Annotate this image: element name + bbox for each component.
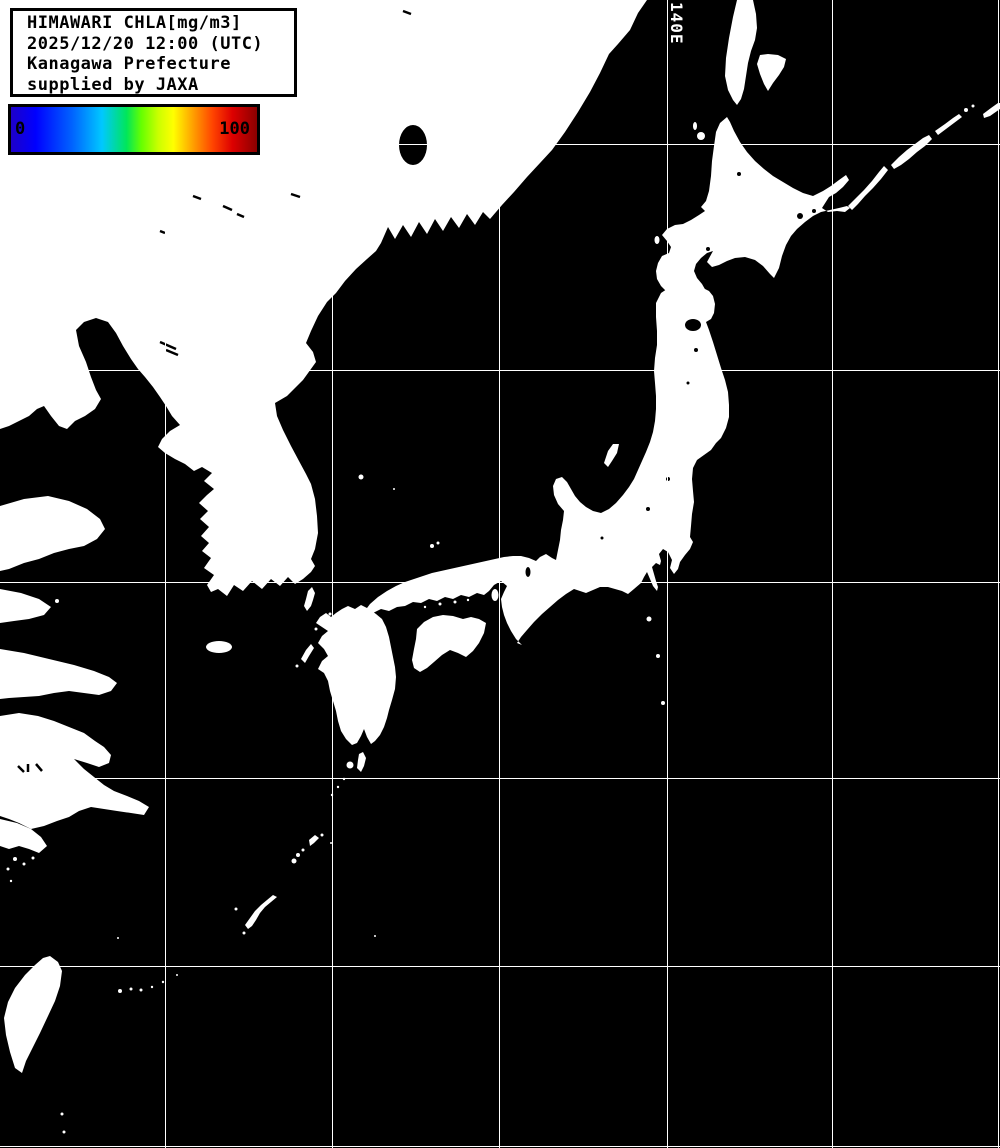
tanegashima-island (357, 752, 366, 772)
landmass-hokkaido (656, 117, 850, 308)
oki-islands (430, 541, 440, 548)
yakushima-island (346, 761, 354, 769)
legend-box: HIMAWARI CHLA[mg/m3] 2025/12/20 12:00 (UT… (10, 8, 297, 97)
landmass-zhejiang-coast (0, 713, 149, 829)
small-island-north (55, 599, 59, 603)
landmass-sado-island (604, 444, 619, 467)
hokkaido-lakes (706, 172, 816, 251)
legend-title: HIMAWARI CHLA[mg/m3] (27, 13, 242, 33)
colorbar: 0 100 (8, 104, 260, 155)
sakhalin-terpeniya-lobe (757, 54, 786, 91)
seto-inland-sea-islands (423, 598, 470, 609)
latitude-label-40n: 40N (6, 351, 38, 370)
landmass-shandong-peninsula (0, 496, 105, 571)
fujian-islands (6, 856, 35, 883)
kuril-islands (848, 103, 1000, 210)
continent-rivers (17, 9, 412, 773)
mutsu-bay (685, 319, 701, 331)
landmass-sakhalin (725, 0, 757, 105)
colorbar-min-label: 0 (15, 119, 26, 139)
dokdo-island (393, 488, 395, 490)
landmass-awaji-island (491, 589, 499, 601)
izu-islands (646, 616, 665, 705)
legend-datetime: 2025/12/20 12:00 (UTC) (27, 33, 264, 54)
landmass-fujian-coast (0, 819, 47, 853)
landmass-taiwan (4, 956, 62, 1073)
landmass-shikoku (412, 615, 486, 672)
kyushu-west-islands (295, 627, 339, 705)
iki-island (328, 612, 332, 616)
legend-supplier: supplied by JAXA (27, 74, 199, 95)
longitude-label-140e: 140E (667, 2, 686, 45)
colorbar-gradient (11, 107, 257, 152)
landmass-yangtze-north (0, 649, 117, 699)
landmass-jiangsu-coast (0, 589, 51, 623)
hokkaido-nearby-islands (654, 122, 705, 244)
landmass-tsushima (304, 587, 315, 611)
jeju-island (206, 641, 232, 653)
legend-prefecture: Kanagawa Prefecture (27, 54, 231, 74)
landmass-kyushu (316, 605, 396, 745)
batan-islands (60, 1112, 66, 1134)
ulleungdo-island (358, 474, 364, 480)
colorbar-max-label: 100 (219, 119, 250, 139)
landmass-honshu (359, 287, 729, 645)
